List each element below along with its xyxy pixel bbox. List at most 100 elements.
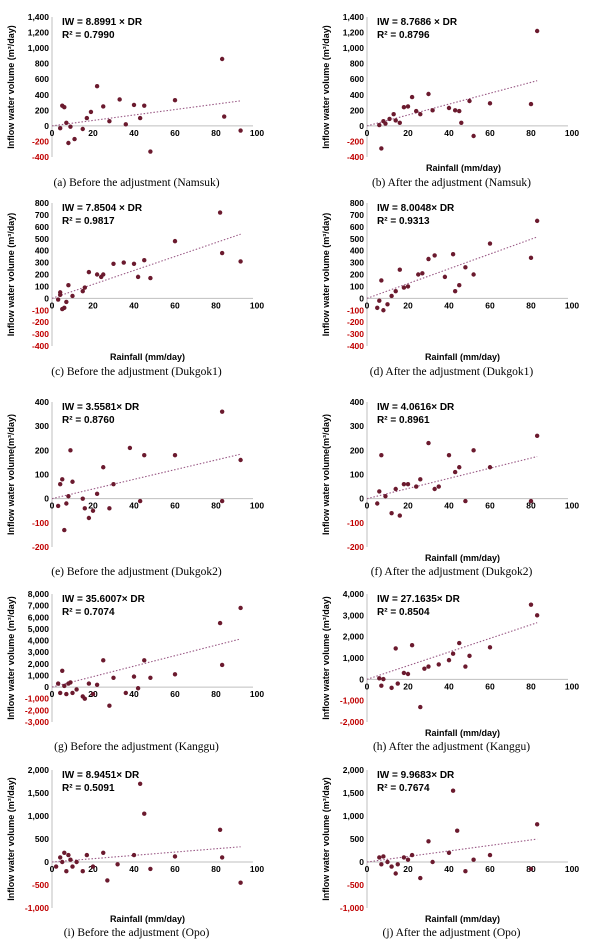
data-point (426, 839, 431, 844)
data-point (457, 465, 462, 470)
r-squared: R² = 0.5091 (62, 783, 115, 794)
x-tick-label: 100 (250, 864, 264, 874)
data-point (172, 238, 178, 244)
trend-equation: IW = 4.0616× DR (377, 402, 455, 413)
y-tick-label: -200 (347, 542, 364, 552)
data-point (90, 691, 96, 697)
y-tick-label: -100 (32, 305, 49, 315)
x-tick-label: 20 (403, 300, 413, 310)
x-axis-label: Rainfall (mm/day) (425, 352, 500, 362)
y-tick-label: -400 (347, 341, 364, 351)
data-point (86, 269, 92, 275)
x-tick-label: 20 (403, 681, 413, 691)
y-tick-label: 3,000 (343, 610, 365, 620)
y-tick-label: 1,000 (343, 811, 365, 821)
y-tick-label: 100 (35, 470, 49, 480)
data-point (58, 690, 63, 696)
data-point (446, 657, 452, 663)
data-point (534, 613, 540, 618)
y-tick-label: -3,000 (25, 717, 49, 727)
data-point (528, 101, 534, 107)
x-tick-label: 100 (565, 300, 579, 310)
y-tick-label: 400 (35, 246, 49, 256)
trend-equation: IW = 27.1635× DR (377, 594, 461, 605)
data-point (377, 676, 382, 681)
x-tick-label: 60 (485, 128, 495, 138)
data-point (528, 602, 534, 607)
y-tick-label: -500 (32, 880, 49, 890)
y-tick-label: 3,000 (28, 647, 50, 657)
y-tick-label: 1,200 (343, 28, 365, 38)
x-tick-label: 0 (365, 681, 370, 691)
data-point (381, 854, 386, 859)
data-point (426, 91, 431, 97)
data-point (379, 683, 384, 688)
x-tick-label: 60 (170, 300, 180, 310)
y-tick-label: 400 (350, 397, 364, 407)
x-tick-label: 100 (565, 864, 579, 874)
x-axis-label: Rainfall (mm/day) (110, 914, 185, 924)
trendline (51, 453, 241, 500)
data-point (217, 210, 223, 215)
r-squared: R² = 0.8760 (62, 415, 115, 426)
data-point (385, 302, 390, 307)
x-tick-label: 100 (250, 689, 264, 699)
data-point (117, 97, 122, 102)
data-point (452, 288, 458, 294)
y-tick-label: 600 (35, 222, 49, 232)
data-point (219, 250, 225, 256)
y-tick-label: 0 (359, 494, 364, 504)
y-tick-label: -400 (32, 341, 49, 351)
data-point (381, 308, 386, 313)
x-axis-label: Rainfall (mm/day) (425, 728, 500, 738)
data-point (430, 859, 435, 865)
r-squared: R² = 0.7074 (62, 607, 115, 618)
data-point (64, 120, 69, 125)
data-point (74, 687, 79, 692)
data-point (94, 491, 100, 497)
data-point (463, 498, 468, 504)
data-point (135, 274, 141, 280)
data-point (426, 664, 431, 669)
data-point (487, 241, 493, 246)
data-point (446, 105, 452, 111)
trendline (51, 233, 241, 299)
y-tick-label: 200 (35, 105, 49, 115)
x-tick-label: 80 (211, 300, 221, 310)
y-tick-label: -200 (32, 136, 49, 146)
data-point (452, 108, 458, 113)
x-axis-label: Rainfall (mm/day) (426, 163, 501, 173)
data-point (84, 852, 90, 858)
data-point (487, 465, 493, 470)
trendline (51, 638, 241, 688)
trendline (51, 100, 241, 127)
y-tick-label: 800 (35, 198, 49, 208)
data-point (238, 128, 243, 133)
data-point (60, 859, 65, 865)
y-tick-label: 300 (350, 421, 364, 431)
y-tick-label: 6,000 (28, 612, 50, 622)
y-tick-label: -200 (347, 317, 364, 327)
y-tick-label: 400 (35, 90, 49, 100)
data-point (379, 862, 384, 867)
y-tick-label: -400 (347, 152, 364, 162)
data-point (405, 104, 411, 109)
x-axis-label: Rainfall (mm/day) (110, 352, 185, 362)
x-tick-label: 60 (485, 864, 495, 874)
data-point (148, 866, 153, 872)
y-tick-label: 500 (350, 834, 364, 844)
data-point (379, 452, 384, 458)
trendline (51, 846, 241, 863)
data-point (62, 527, 67, 533)
panel-caption: (j) After the adjustment (Opo) (383, 927, 521, 939)
data-point (442, 274, 448, 280)
x-tick-label: 100 (250, 300, 264, 310)
data-point (487, 645, 493, 650)
data-point (148, 275, 153, 281)
data-point (148, 675, 153, 680)
data-point (471, 272, 476, 277)
